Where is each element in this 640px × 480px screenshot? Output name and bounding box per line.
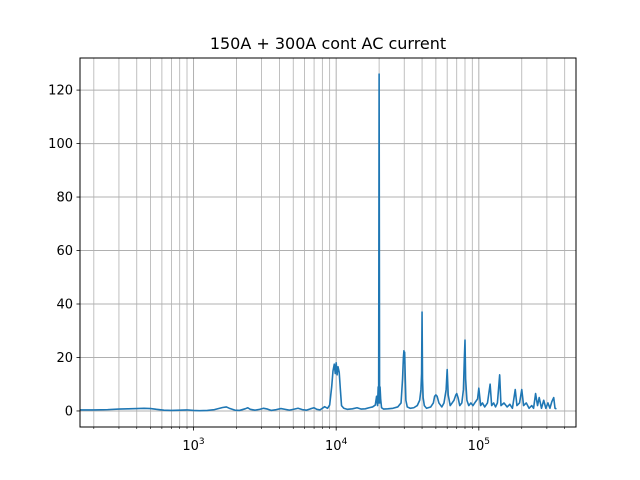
chart-title: 150A + 300A cont AC current <box>210 34 446 53</box>
y-tick-label: 0 <box>65 404 73 419</box>
y-tick-label: 60 <box>56 244 73 259</box>
ticks: 0 20 40 60 80 100 120 103 104 105 <box>48 84 566 454</box>
x-tick-label: 104 <box>325 437 348 454</box>
y-tick-label: 20 <box>56 351 73 366</box>
y-tick-label: 40 <box>56 298 73 313</box>
plot-frame <box>79 57 577 428</box>
series-group <box>80 73 557 412</box>
x-tick-label: 103 <box>182 437 204 454</box>
y-tick-label: 80 <box>56 191 73 206</box>
y-tick-label: 120 <box>48 84 73 99</box>
series-line <box>80 73 557 412</box>
plot-area <box>80 58 576 427</box>
y-tick-label: 100 <box>48 137 73 152</box>
x-tick-label: 105 <box>468 437 490 454</box>
